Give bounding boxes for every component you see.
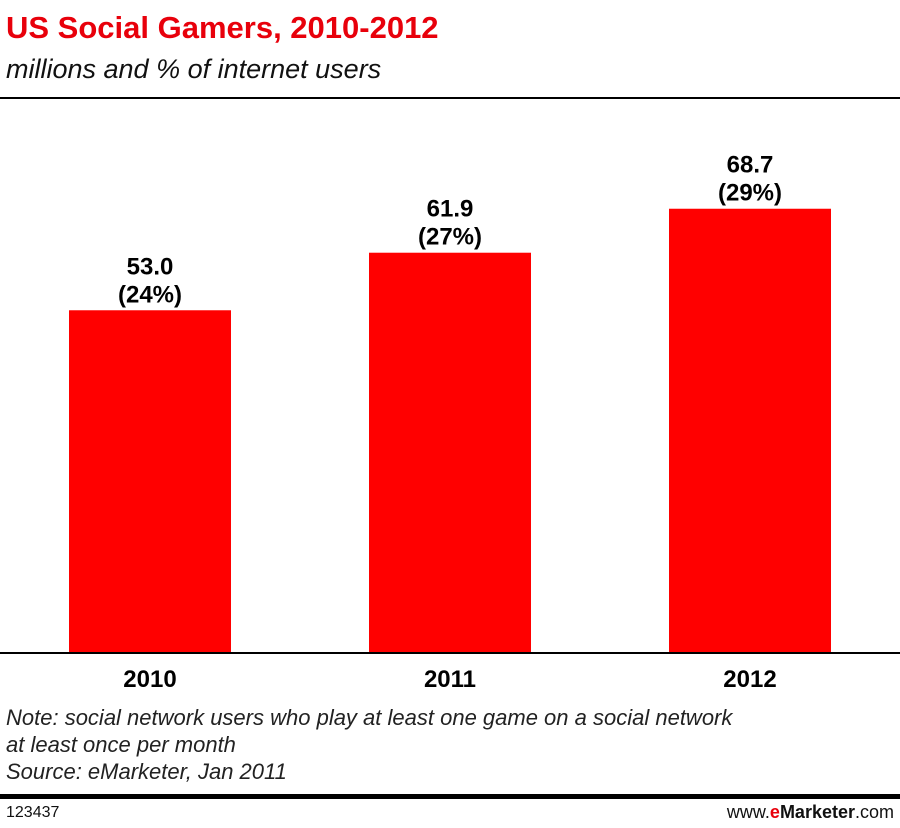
chart-notes: Note: social network users who play at l… [6,704,896,785]
value-label-2011: 61.9 [427,196,474,223]
percent-label-2010: (24%) [118,281,182,308]
bar-2011 [369,252,531,654]
bar-chart: 53.0(24%) 2010 61.9(27%) 2011 68.7(29%) 2012 [0,152,900,693]
bar-2010 [69,310,231,653]
source-line: Source: eMarketer, Jan 2011 [6,759,287,784]
brand-link[interactable]: www.eMarketer.com [727,802,894,823]
value-label-2010: 53.0 [127,253,174,280]
bottom-divider [0,794,900,799]
percent-label-2012: (29%) [718,180,782,207]
chart-title: US Social Gamers, 2010-2012 [6,10,439,45]
category-label-2012: 2012 [723,666,776,693]
chart-subtitle: millions and % of internet users [6,54,382,84]
brand-name: Marketer [779,802,855,822]
value-label-2012: 68.7 [727,152,774,179]
note-line-2: at least once per month [6,732,236,757]
category-label-2010: 2010 [123,666,176,693]
brand-suffix: .com [854,802,894,822]
bars-group: 53.0(24%) 2010 61.9(27%) 2011 68.7(29%) 2012 [69,152,831,693]
chart-id: 123437 [6,804,60,821]
brand-e: e [769,802,780,822]
top-divider [0,97,900,99]
bar-2012 [669,208,831,653]
percent-label-2011: (27%) [418,224,482,251]
note-line-1: Note: social network users who play at l… [6,705,733,730]
brand-prefix: www. [726,802,770,822]
category-label-2011: 2011 [424,666,476,693]
